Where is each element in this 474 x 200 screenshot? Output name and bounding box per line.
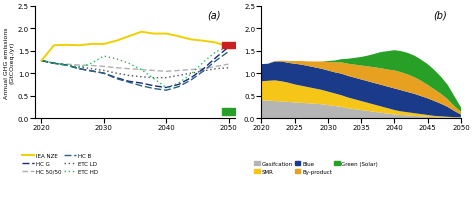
Legend: IEA NZE, HC G, HC 50/50, HC B, ETC LD, ETC HD: IEA NZE, HC G, HC 50/50, HC B, ETC LD, E…: [22, 154, 98, 174]
Y-axis label: Annual GHG emissions
(GtCO₂eq./yr): Annual GHG emissions (GtCO₂eq./yr): [4, 27, 15, 98]
Legend: Gasifcation, SMR, Blue, By-product, Green (Solar): Gasifcation, SMR, Blue, By-product, Gree…: [254, 161, 378, 174]
Text: (a): (a): [207, 10, 221, 20]
Text: (b): (b): [433, 10, 447, 20]
